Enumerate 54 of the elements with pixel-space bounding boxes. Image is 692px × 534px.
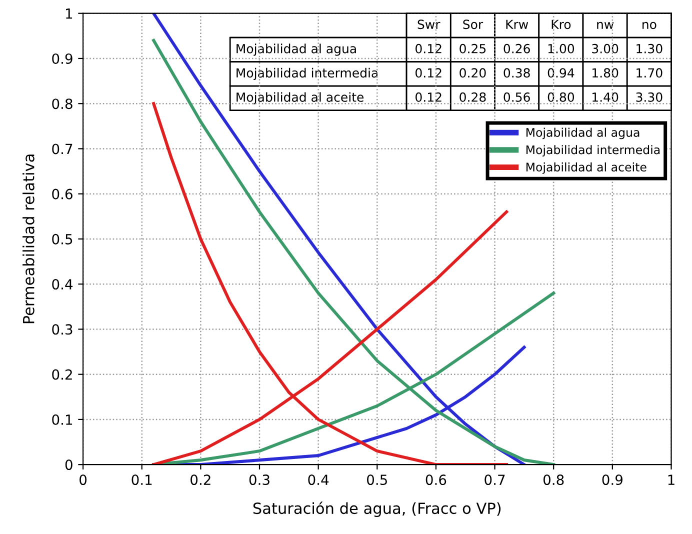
y-tick-label: 0.9	[52, 53, 72, 64]
y-axis-title: Permeabilidad relativa	[22, 154, 34, 324]
annotation: 0.56	[504, 92, 530, 102]
annotation: 0.80	[548, 92, 574, 102]
annotation: Mojabilidad al aceite	[236, 92, 364, 104]
legend-label: Mojabilidad al aceite	[526, 162, 646, 174]
annotation: 3.30	[636, 92, 662, 102]
annotation: 1.30	[636, 44, 662, 54]
x-tick-label: 0.4	[308, 474, 329, 486]
y-tick-label: 0.4	[52, 279, 73, 290]
annotation: 0.28	[460, 92, 486, 102]
annotation: nw	[597, 22, 614, 29]
x-tick-label: 0	[80, 474, 87, 486]
annotation: Mojabilidad al agua	[236, 44, 356, 56]
annotation: 0.25	[460, 44, 486, 54]
annotation: 3.00	[592, 44, 618, 54]
x-tick-label: 1	[668, 474, 674, 485]
y-tick-label: 0.1	[52, 414, 72, 425]
y-tick-label: 0	[65, 460, 72, 470]
x-tick-label: 0.5	[367, 474, 387, 486]
annotation: 1.00	[548, 44, 574, 54]
annotation: 0.12	[416, 68, 442, 78]
x-tick-label: 0.2	[190, 474, 210, 486]
x-tick-label: 0.3	[249, 474, 270, 486]
annotation: Sor	[463, 20, 484, 30]
y-tick-label: 0.7	[52, 144, 72, 154]
x-tick-label: 0.9	[602, 474, 622, 486]
x-tick-label: 0.7	[484, 474, 505, 486]
x-axis-title: Saturación de agua, (Fracc o VP)	[253, 502, 501, 518]
annotation: 1.70	[636, 68, 662, 78]
legend-label: Mojabilidad intermedia	[526, 145, 660, 157]
y-tick-label: 0.2	[52, 369, 72, 380]
y-tick-label: 1	[66, 8, 72, 19]
annotation: 0.38	[504, 68, 530, 78]
annotation: 0.26	[504, 44, 530, 54]
y-tick-label: 0.5	[52, 234, 72, 244]
y-tick-label: 0.3	[52, 324, 72, 335]
annotation: no	[642, 22, 656, 30]
annotation: Swr	[418, 20, 440, 30]
annotation: Mojabilidad intermedia	[236, 68, 378, 80]
annotation: Kro	[552, 20, 571, 30]
x-tick-label: 0.8	[543, 474, 564, 486]
x-tick-label: 0.6	[426, 474, 446, 486]
annotation: 0.12	[416, 92, 442, 102]
annotation: 0.12	[416, 44, 442, 54]
y-tick-label: 0.8	[52, 98, 72, 110]
y-tick-label: 0.6	[52, 188, 72, 200]
annotation: Krw	[506, 20, 528, 29]
x-tick-label: 0.1	[132, 474, 152, 486]
annotation: 0.94	[548, 68, 574, 78]
annotation: 0.20	[460, 68, 486, 78]
legend-label: Mojabilidad al agua	[526, 128, 640, 140]
annotation: 1.40	[592, 92, 618, 102]
annotation: 1.80	[592, 68, 618, 78]
